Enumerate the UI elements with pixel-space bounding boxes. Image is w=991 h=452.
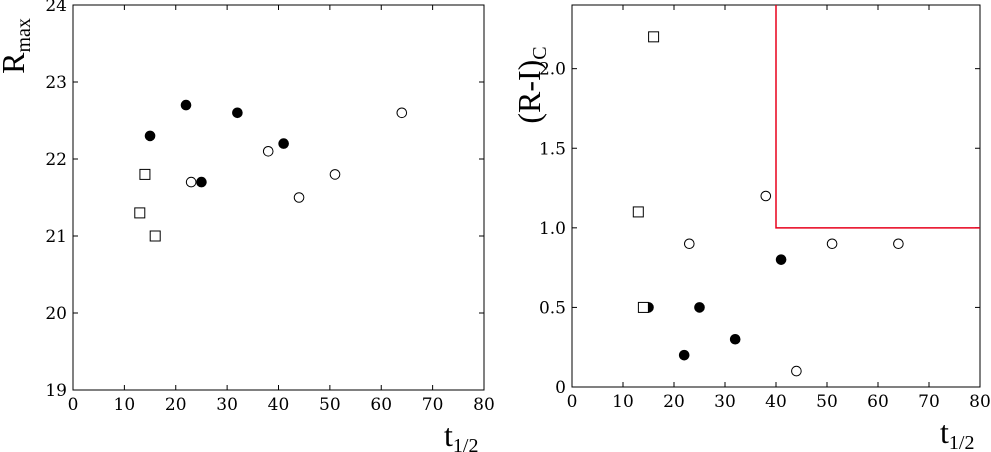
- chart-2-y-tick-label: 0: [555, 378, 566, 398]
- chart-2-point-filled-circle: [678, 349, 690, 361]
- chart-1-x-axis-label: t1/2: [444, 417, 478, 452]
- chart-2-y-tick-label: 2.0: [539, 60, 566, 80]
- chart-2-point-filled-circle: [775, 254, 787, 265]
- chart-1-x-tick-label: 10: [114, 395, 136, 415]
- chart-2-x-tick-label: 10: [612, 392, 634, 412]
- chart-1-y-tick-label: 22: [45, 150, 67, 170]
- chart-2-x-tick-label: 50: [816, 392, 838, 412]
- chart-1-x-tick-label: 20: [165, 395, 187, 415]
- chart-1-point-filled-circle: [196, 176, 207, 188]
- chart-2-point-filled-circle: [729, 333, 741, 345]
- chart-2-x-tick-label: 80: [969, 392, 991, 412]
- chart-1-plot-frame: [72, 4, 485, 391]
- chart-1-y-tick-label: 20: [45, 304, 67, 324]
- chart-1-point-filled-circle: [180, 99, 192, 111]
- chart-1-point-open-square: [139, 168, 151, 180]
- chart-2-point-open-square: [637, 301, 649, 313]
- chart-1-y-tick-label: 24: [45, 0, 67, 16]
- chart-2-x-tick-label: 20: [663, 392, 685, 412]
- chart-1-x-tick-label: 70: [422, 395, 444, 415]
- chart-2-point-filled-circle: [694, 302, 705, 313]
- chart-2-x-axis-label: t1/2: [940, 414, 974, 452]
- chart-1-x-tick-label: 0: [68, 395, 79, 415]
- chart-2-x-tick-label: 30: [714, 392, 736, 412]
- chart-2-point-open-circle: [826, 238, 838, 250]
- chart-2-y-tick-label: 0.5: [539, 298, 566, 318]
- chart-1-x-tick-label: 80: [473, 395, 495, 415]
- chart-1-y-tick-label: 23: [45, 73, 67, 93]
- chart-1-x-tick-label: 30: [216, 395, 238, 415]
- chart-1-point-open-circle: [396, 107, 408, 119]
- chart-1-x-tick-label: 50: [319, 395, 341, 415]
- chart-1-point-filled-circle: [144, 130, 156, 142]
- chart-2-point-open-square: [632, 206, 644, 218]
- chart-2-x-tick-label: 60: [867, 392, 889, 412]
- chart-1-y-tick-label: 19: [45, 381, 67, 401]
- chart-1-y-tick-label: 21: [45, 227, 67, 247]
- chart-2-highlight-region: [775, 5, 980, 229]
- chart-2-x-tick-label: 0: [567, 392, 578, 412]
- chart-2-point-open-circle: [684, 238, 695, 250]
- chart-1-x-tick-label: 60: [370, 395, 392, 415]
- chart-2-point-open-circle: [760, 190, 772, 202]
- chart-2-point-open-square: [648, 31, 660, 43]
- chart-2-x-tick-label: 70: [918, 392, 940, 412]
- chart-1-y-axis-label: Rmax: [0, 18, 35, 74]
- chart-2-point-open-circle: [893, 238, 904, 250]
- chart-1-point-open-square: [149, 230, 161, 242]
- chart-2-point-open-circle: [791, 365, 802, 377]
- chart-1-point-open-square: [134, 207, 146, 219]
- chart-1-point-filled-circle: [278, 138, 289, 149]
- chart-1-point-open-circle: [329, 169, 341, 180]
- chart-1-point-open-circle: [262, 146, 274, 157]
- chart-1-point-filled-circle: [232, 107, 243, 119]
- chart-2-y-axis-label: (R-I)C: [511, 46, 551, 123]
- chart-1-x-tick-label: 40: [268, 395, 290, 415]
- chart-2-y-tick-label: 1.5: [539, 139, 566, 159]
- chart-1-point-open-circle: [293, 192, 305, 203]
- chart-1-point-open-circle: [185, 176, 197, 188]
- chart-2-x-tick-label: 40: [765, 392, 787, 412]
- chart-2-y-tick-label: 1.0: [539, 219, 566, 239]
